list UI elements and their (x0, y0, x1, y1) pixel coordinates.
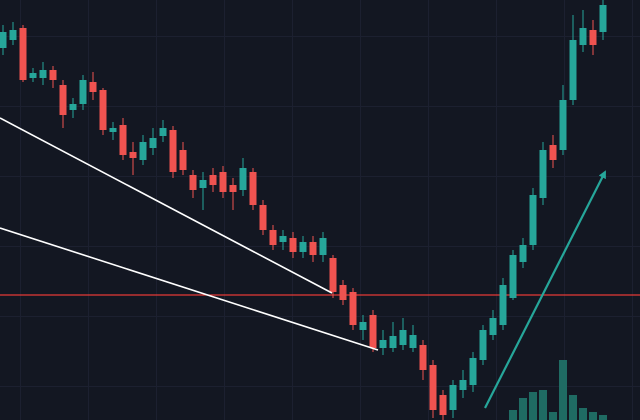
trendline (0, 117, 333, 294)
candle-body (449, 385, 457, 410)
candle-body (429, 365, 437, 410)
candle-body (419, 345, 427, 370)
candle-body (409, 335, 417, 348)
candle-body (9, 30, 17, 40)
volume-bar (589, 412, 597, 420)
candle-body (159, 128, 167, 136)
candle-body (479, 330, 487, 360)
candle-body (289, 238, 297, 252)
candle-body (0, 32, 7, 48)
volume-bar (509, 410, 517, 420)
candle-body (599, 5, 607, 32)
candle-body (319, 238, 327, 255)
candle-body (29, 73, 37, 78)
candle-body (179, 150, 187, 170)
volume-bar (549, 412, 557, 420)
candle-body (189, 175, 197, 190)
candle-body (529, 195, 537, 245)
candle-body (369, 315, 377, 348)
candle-body (149, 138, 157, 148)
trend-arrow (484, 170, 606, 409)
candle-body (379, 340, 387, 348)
candle-body (349, 292, 357, 325)
volume-bar (559, 360, 567, 420)
candle-body (279, 236, 287, 242)
candle-body (89, 82, 97, 92)
candle-body (549, 145, 557, 160)
candle-body (389, 336, 397, 348)
trendline (0, 227, 379, 351)
candle-body (559, 100, 567, 150)
candle-body (439, 395, 447, 415)
volume-bar (599, 415, 607, 420)
candle-body (209, 175, 217, 185)
candle-body (339, 285, 347, 300)
candle-body (579, 28, 587, 45)
candle-body (469, 358, 477, 385)
candle-body (459, 380, 467, 390)
candle-body (499, 285, 507, 325)
candle-body (59, 85, 67, 115)
volume-bar (529, 392, 537, 420)
candle-body (119, 125, 127, 155)
candle-body (519, 245, 527, 262)
volume-bar (539, 390, 547, 420)
candle-body (199, 180, 207, 188)
candle-body (309, 242, 317, 255)
candle-body (509, 255, 517, 298)
candle-body (109, 128, 117, 132)
candle-body (569, 40, 577, 100)
candle-body (489, 318, 497, 335)
candle-body (49, 70, 57, 80)
candle-body (269, 230, 277, 245)
candle-body (399, 330, 407, 345)
candle-body (139, 142, 147, 160)
candle-body (329, 258, 337, 292)
candle-body (239, 168, 247, 190)
candle-body (259, 205, 267, 230)
candle-body (539, 150, 547, 198)
candle-body (79, 80, 87, 104)
candle-body (169, 130, 177, 172)
volume-bar (569, 395, 577, 420)
candle-body (359, 322, 367, 330)
candle-body (99, 90, 107, 130)
candle-body (219, 172, 227, 192)
candle-body (299, 242, 307, 252)
volume-bar (579, 408, 587, 420)
candle-body (129, 152, 137, 158)
candle-body (249, 172, 257, 205)
candle-body (39, 70, 47, 78)
volume-bar (519, 398, 527, 420)
candle-body (229, 185, 237, 192)
candle-body (589, 30, 597, 45)
candle-body (69, 104, 77, 110)
candle-body (19, 28, 27, 80)
